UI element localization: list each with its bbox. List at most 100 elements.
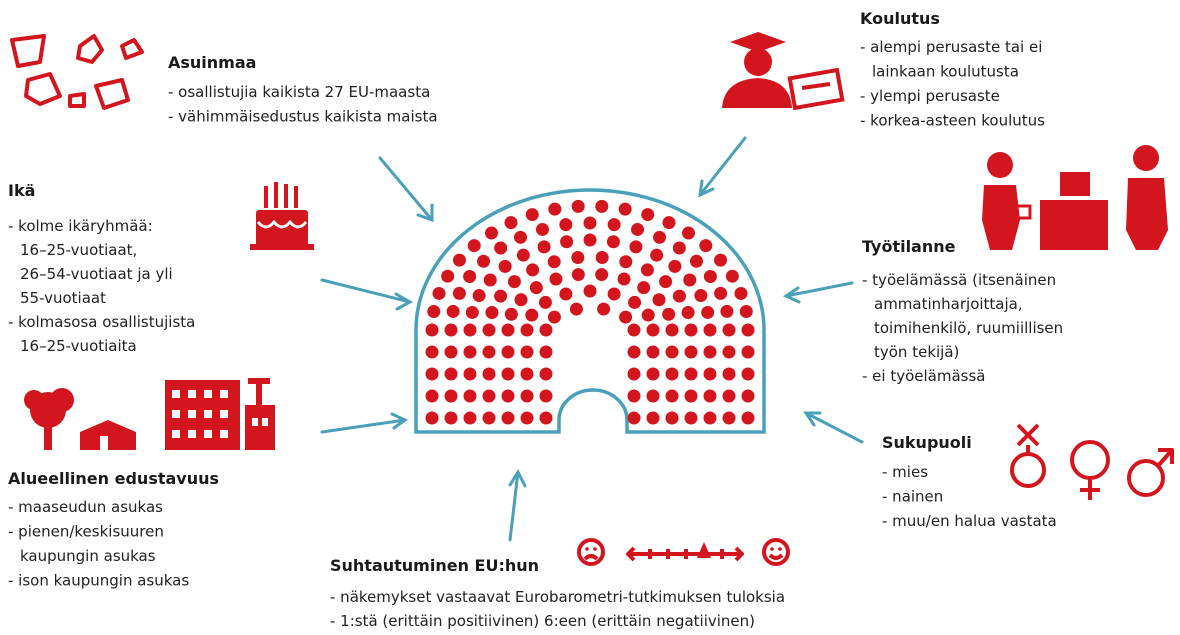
seat — [501, 389, 515, 403]
seat — [662, 307, 676, 321]
section-item: - osallistujia kaikista 27 EU-maasta — [168, 83, 430, 101]
seat — [627, 367, 641, 381]
seat — [650, 248, 664, 262]
seat — [627, 345, 641, 359]
seat — [520, 367, 534, 381]
seat — [504, 307, 518, 321]
section-item: - nainen — [882, 488, 943, 506]
seat — [463, 270, 477, 283]
seat — [703, 270, 717, 283]
seat — [571, 268, 585, 282]
seat — [672, 241, 686, 255]
seat — [627, 323, 641, 337]
seat — [547, 310, 561, 324]
seat — [703, 389, 717, 403]
section-item: - mies — [882, 463, 928, 481]
seat — [627, 389, 641, 403]
section-item: toimihenkilö, ruumiillisen — [874, 319, 1063, 337]
section-title: Suhtautuminen EU:hun — [330, 556, 539, 575]
seat — [597, 302, 611, 316]
section-item: kaupungin asukas — [20, 547, 156, 565]
seat — [703, 345, 717, 359]
section-item: - vähimmäisedustus kaikista maista — [168, 108, 438, 126]
seat — [432, 286, 446, 300]
seat — [441, 269, 455, 283]
seat — [637, 281, 651, 295]
seat — [501, 323, 515, 337]
seat — [498, 259, 512, 273]
section: Sukupuoli - mies - nainen - muu/en halua va… — [882, 433, 1057, 530]
section-item: - kolme ikäryhmää: — [8, 217, 153, 235]
seat — [640, 263, 654, 277]
seat — [631, 222, 645, 236]
seat — [514, 293, 528, 307]
seat — [617, 272, 631, 286]
seat — [452, 253, 466, 267]
seat — [682, 226, 696, 240]
section-item: työn tekijä) — [874, 343, 959, 361]
seat — [483, 273, 497, 287]
seat — [665, 367, 679, 381]
seat — [665, 389, 679, 403]
seat — [444, 389, 458, 403]
seat — [425, 367, 439, 381]
seat — [427, 305, 441, 319]
seat — [741, 411, 755, 425]
seat — [482, 411, 496, 425]
seat — [425, 411, 439, 425]
seat — [507, 275, 521, 289]
region-icon — [24, 378, 275, 450]
seat — [446, 304, 460, 318]
seat — [699, 239, 713, 253]
seat — [472, 289, 486, 303]
seat — [463, 323, 477, 337]
country-icons — [10, 34, 144, 110]
seat — [720, 304, 734, 318]
section-item: 16–25-vuotiaat, — [20, 241, 137, 259]
seat — [571, 199, 585, 213]
seat — [520, 323, 534, 337]
seat — [684, 411, 698, 425]
section-item: - ylempi perusaste — [860, 87, 1000, 105]
seat — [547, 255, 561, 269]
section-title: Koulutus — [860, 9, 940, 28]
seat — [467, 239, 481, 253]
seat — [482, 389, 496, 403]
section-title: Sukupuoli — [882, 433, 972, 452]
seat — [444, 323, 458, 337]
section: Alueellinen edustavuus - maaseudun asukas… — [8, 469, 219, 590]
seat — [646, 411, 660, 425]
cake-icon — [250, 182, 314, 250]
seat — [627, 411, 641, 425]
seat — [583, 216, 597, 230]
seat — [571, 251, 585, 265]
section: Asuinmaa - osallistujia kaikista 27 EU-ma… — [168, 53, 438, 126]
seat — [444, 345, 458, 359]
seat — [444, 367, 458, 381]
seat — [539, 323, 553, 337]
seat — [516, 248, 530, 262]
seat — [549, 272, 563, 286]
seat — [665, 411, 679, 425]
seat — [529, 281, 543, 295]
seat — [425, 323, 439, 337]
seat — [504, 216, 518, 230]
seat — [520, 345, 534, 359]
seat — [463, 345, 477, 359]
seat — [444, 411, 458, 425]
seat — [619, 255, 633, 269]
seat — [539, 367, 553, 381]
seat — [463, 367, 477, 381]
seat — [652, 293, 666, 307]
seat — [714, 286, 728, 300]
section: Koulutus - alempi perusaste tai ei lainkaa… — [860, 9, 1045, 130]
section-item: - korkea-asteen koulutus — [860, 112, 1045, 130]
seat — [653, 230, 666, 244]
seat — [668, 259, 682, 273]
seat — [646, 323, 660, 337]
seat — [703, 411, 717, 425]
seat — [520, 389, 534, 403]
section-title: Työtilanne — [862, 237, 956, 256]
seat — [425, 389, 439, 403]
seat — [722, 367, 736, 381]
